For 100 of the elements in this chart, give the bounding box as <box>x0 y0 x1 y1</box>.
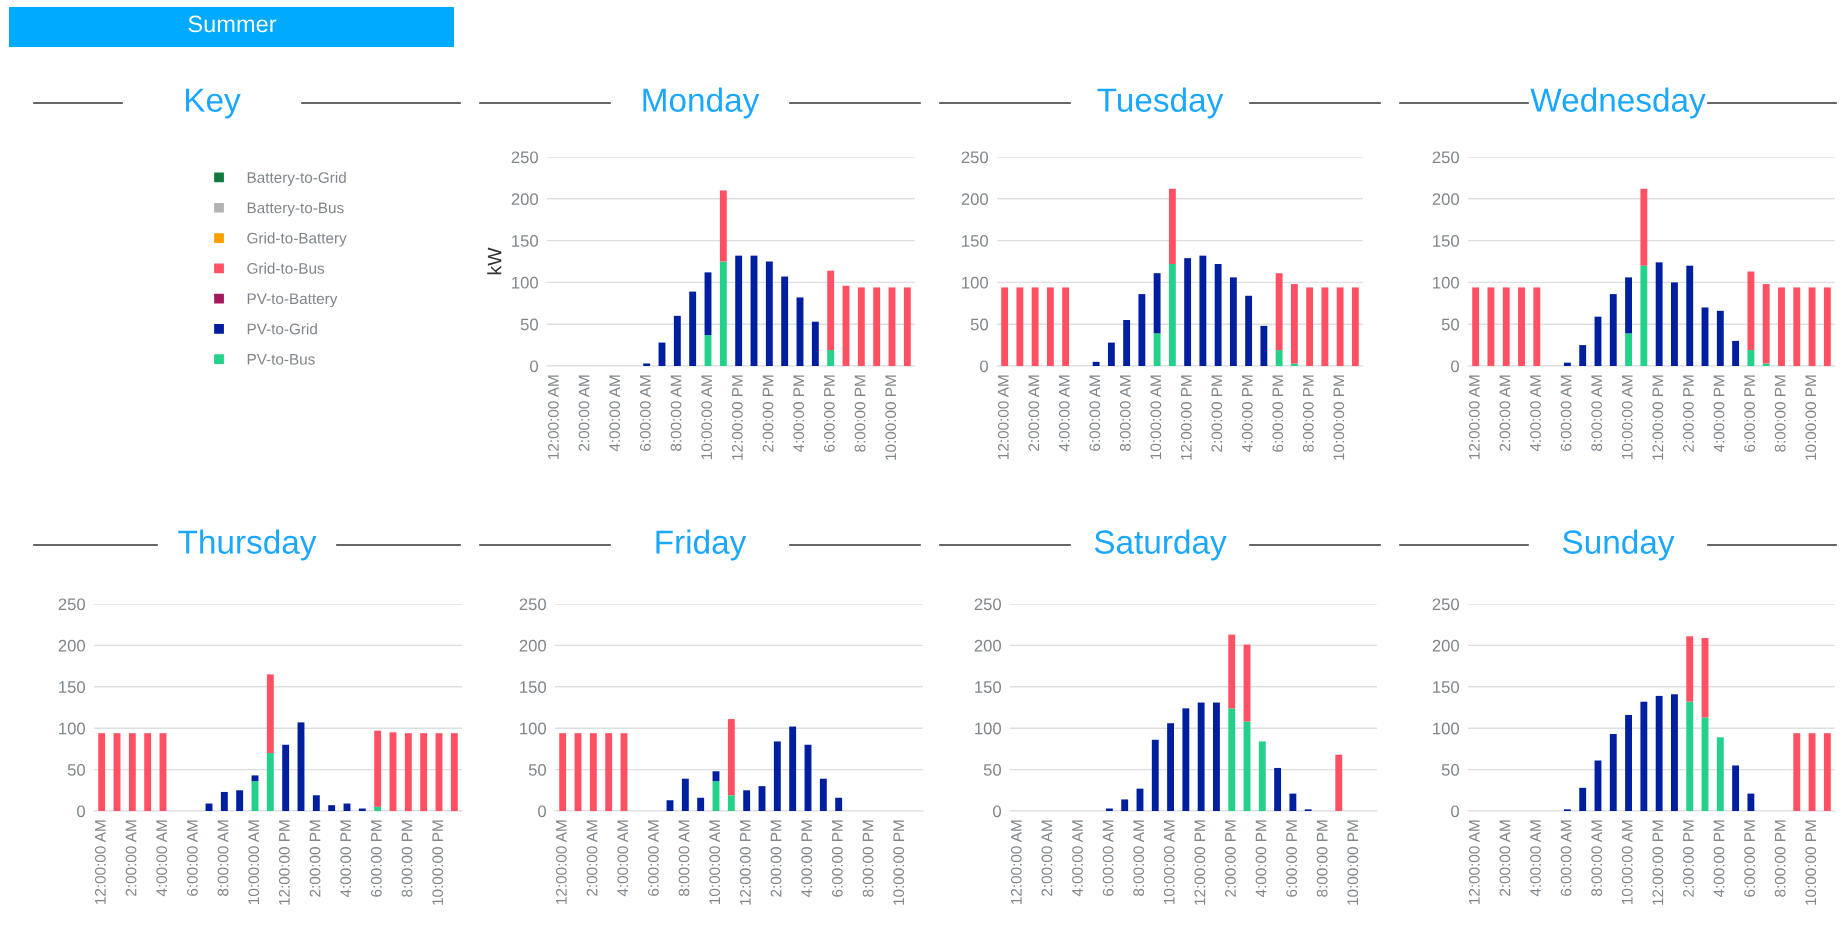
bar <box>144 733 152 811</box>
x-tick-label: 12:00:00 AM <box>1468 820 1480 904</box>
bar <box>835 797 843 811</box>
x-tick-label: 12:00:00 AM <box>94 820 106 904</box>
bar <box>789 726 797 811</box>
bar <box>1732 340 1740 366</box>
chart-title: Sunday <box>1562 529 1675 561</box>
bar <box>781 276 789 366</box>
bar <box>1579 345 1587 366</box>
bar <box>236 790 244 811</box>
x-tick-label: 6:00:00 PM <box>1286 820 1297 897</box>
x-tick-label: 12:00:00 PM <box>731 375 743 460</box>
x-tick-label: 6:00:00 PM <box>370 820 382 897</box>
x-tick-label: 6:00:00 PM <box>1272 375 1284 452</box>
bar <box>559 733 567 811</box>
bar <box>697 797 705 811</box>
bar <box>1732 765 1740 811</box>
y-tick-label: 50 <box>983 764 1002 776</box>
x-tick-label: 4:00:00 PM <box>1713 820 1725 898</box>
x-tick-label: 10:00:00 AM <box>1621 820 1633 904</box>
x-tick-label: 4:00:00 PM <box>1241 375 1253 453</box>
bar <box>1793 287 1801 366</box>
x-tick-label: 10:00:00 PM <box>432 820 444 905</box>
bar <box>605 733 613 811</box>
bar <box>1290 284 1298 364</box>
x-tick-label: 2:00:00 AM <box>125 820 137 896</box>
x-tick-label: 10:00:00 AM <box>1150 375 1162 459</box>
bar <box>1121 799 1129 811</box>
x-tick-label: 12:00:00 PM <box>1194 820 1206 905</box>
y-tick-label: 250 <box>1432 151 1460 164</box>
bar <box>827 350 835 366</box>
x-tick-label: 6:00:00 AM <box>1102 820 1114 896</box>
y-tick-label: 200 <box>58 639 86 652</box>
bar <box>1351 287 1359 366</box>
bar <box>1245 295 1253 366</box>
bar <box>374 730 382 807</box>
x-tick-label: 4:00:00 AM <box>617 820 629 897</box>
bar <box>1260 325 1268 366</box>
x-tick-label: 4:00:00 AM <box>1530 820 1541 897</box>
bar <box>1716 310 1724 366</box>
bar <box>1275 273 1283 351</box>
x-tick-label: 8:00:00 PM <box>1774 820 1786 897</box>
bar <box>1046 287 1054 366</box>
x-tick-label: 2:00:00 PM <box>1225 820 1236 897</box>
bar <box>128 733 136 811</box>
bar <box>827 270 835 351</box>
x-tick-label: 8:00:00 PM <box>1774 375 1786 452</box>
bar <box>1123 320 1131 366</box>
bar <box>1167 723 1174 811</box>
legend-label: PV-to-Battery <box>247 293 338 308</box>
x-tick-label: 6:00:00 PM <box>831 820 843 897</box>
bar <box>282 744 290 811</box>
x-tick-label: 12:00:00 PM <box>1652 375 1664 460</box>
bar <box>673 315 681 366</box>
bar <box>1823 287 1831 366</box>
chart-title: Monday <box>643 87 760 119</box>
x-tick-label: 2:00:00 PM <box>770 820 782 897</box>
chart-title: Wednesday <box>1530 87 1706 119</box>
x-tick-label: 2:00:00 AM <box>586 820 598 896</box>
bar <box>719 190 727 262</box>
bar <box>1258 741 1266 811</box>
bar <box>266 753 274 811</box>
bar <box>220 791 228 811</box>
legend-label: PV-to-Grid <box>247 323 317 335</box>
y-tick-label: 0 <box>993 805 1002 818</box>
x-tick-label: 6:00:00 PM <box>1744 820 1755 897</box>
bar <box>727 719 735 796</box>
x-tick-label: 8:00:00 AM <box>1133 820 1145 896</box>
y-tick-label: 250 <box>974 598 1002 611</box>
x-tick-label: 2:00:00 PM <box>762 375 774 452</box>
bar <box>1579 787 1587 811</box>
y-tick-label: 100 <box>520 722 547 735</box>
bar <box>1655 695 1663 811</box>
bar <box>251 775 259 782</box>
bar <box>1609 734 1617 811</box>
bar <box>1092 361 1100 366</box>
bar <box>1518 287 1525 366</box>
bar <box>1199 255 1207 366</box>
bar <box>404 733 412 811</box>
bar <box>1153 273 1161 334</box>
bar <box>1625 714 1632 811</box>
bar <box>1001 287 1009 366</box>
y-tick-label: 250 <box>1432 598 1460 611</box>
bar <box>735 255 743 366</box>
y-tick-label: 150 <box>975 681 1002 693</box>
y-tick-label: 150 <box>962 235 989 247</box>
x-tick-label: 10:00:00 PM <box>1805 375 1817 460</box>
x-tick-label: 4:00:00 AM <box>1530 375 1541 452</box>
bar <box>1184 258 1192 366</box>
bar <box>1153 333 1161 366</box>
x-tick-label: 12:00:00 PM <box>1652 820 1664 905</box>
bar <box>1062 287 1070 366</box>
x-tick-label: 6:00:00 PM <box>1744 375 1755 452</box>
chart-title: Saturday <box>1094 529 1227 561</box>
x-tick-label: 12:00:00 PM <box>739 820 751 905</box>
bar <box>1228 634 1236 709</box>
x-tick-label: 10:00:00 AM <box>709 820 721 904</box>
y-tick-label: 250 <box>961 151 989 164</box>
bar <box>743 790 751 811</box>
bar <box>1625 333 1632 366</box>
